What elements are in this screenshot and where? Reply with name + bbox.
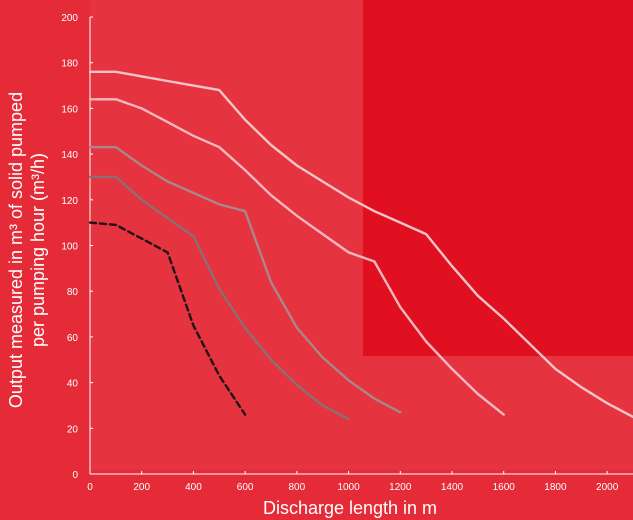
x-tick-label: 400: [185, 482, 202, 493]
y-tick-label: 160: [61, 104, 78, 115]
x-tick-label: 0: [87, 482, 93, 493]
y-tick-label: 100: [61, 242, 78, 253]
y-tick-label: 140: [61, 150, 78, 161]
x-tick-label: 200: [133, 482, 150, 493]
x-tick-label: 600: [237, 482, 254, 493]
x-tick-label: 1400: [441, 482, 464, 493]
y-tick-label: 0: [72, 470, 78, 481]
x-tick-label: 800: [289, 482, 306, 493]
series-line-2: [88, 98, 505, 416]
x-tick-label: 1000: [337, 482, 360, 493]
y-tick-label: 40: [67, 379, 79, 390]
series-line-4: [88, 175, 350, 421]
y-axis-label-line2: per pumping hour (m³/h): [28, 153, 48, 347]
x-axis-label: Discharge length in m: [263, 498, 437, 518]
y-tick-label: 200: [61, 13, 78, 24]
x-tick-label: 1200: [389, 482, 412, 493]
y-tick-label: 80: [67, 287, 79, 298]
y-tick-label: 20: [67, 424, 79, 435]
series-line-5: [88, 221, 247, 416]
y-axis-label-line1: Output measured in m³ of solid pumped: [6, 92, 26, 408]
y-tick-label: 120: [61, 196, 78, 207]
x-tick-label: 2000: [596, 482, 619, 493]
x-tick-labels: 0 200 400 600 800 1000 1200 1400 1600 1800 2000: [87, 471, 619, 493]
y-tick-label: 60: [67, 333, 79, 344]
y-tick-label: 180: [61, 59, 78, 70]
series-line-1: [88, 70, 633, 419]
x-tick-label: 1600: [493, 482, 516, 493]
series-line-3: [88, 145, 402, 414]
dark-red-overlay: [363, 0, 633, 356]
x-tick-label: 1800: [544, 482, 567, 493]
series-layer: [88, 70, 633, 421]
y-tick-labels: 0 20 40 60 80 100 120 140 160 180 200: [61, 13, 93, 481]
